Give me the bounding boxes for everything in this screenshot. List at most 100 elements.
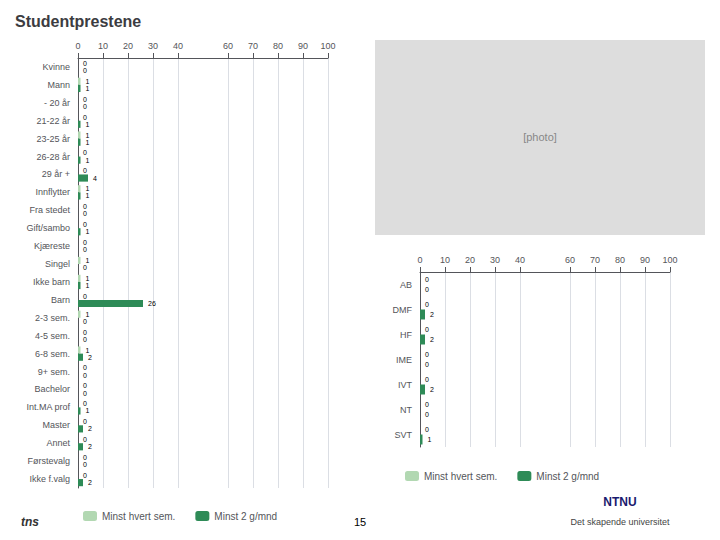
svg-text:40: 40 <box>515 255 525 265</box>
svg-text:90: 90 <box>298 41 308 51</box>
svg-text:0: 0 <box>83 114 87 121</box>
svg-text:2: 2 <box>88 425 92 432</box>
svg-text:21-22 år: 21-22 år <box>36 116 70 126</box>
svg-text:0: 0 <box>425 426 429 433</box>
svg-text:2: 2 <box>88 443 92 450</box>
svg-text:2: 2 <box>430 386 434 393</box>
svg-text:Minst 2 g/mnd: Minst 2 g/mnd <box>536 471 599 482</box>
svg-text:0: 0 <box>425 411 429 418</box>
svg-text:70: 70 <box>590 255 600 265</box>
svg-text:0: 0 <box>83 390 87 397</box>
svg-text:29 år +: 29 år + <box>42 169 70 179</box>
svg-text:Minst hvert sem.: Minst hvert sem. <box>102 511 175 522</box>
svg-text:0: 0 <box>83 318 87 325</box>
svg-text:10: 10 <box>440 255 450 265</box>
svg-text:26: 26 <box>148 300 156 307</box>
svg-text:Barn: Barn <box>51 295 70 305</box>
svg-text:0: 0 <box>83 203 87 210</box>
svg-text:Minst 2 g/mnd: Minst 2 g/mnd <box>214 511 277 522</box>
svg-text:0: 0 <box>83 400 87 407</box>
svg-text:Ikke f.valg: Ikke f.valg <box>29 474 70 484</box>
svg-text:100: 100 <box>662 255 677 265</box>
svg-text:0: 0 <box>83 246 87 253</box>
svg-text:1: 1 <box>86 85 90 92</box>
svg-text:NT: NT <box>400 405 412 415</box>
svg-text:40: 40 <box>173 41 183 51</box>
svg-text:2: 2 <box>430 311 434 318</box>
svg-text:1: 1 <box>86 257 90 264</box>
svg-text:tns: tns <box>21 515 39 529</box>
svg-text:80: 80 <box>273 41 283 51</box>
svg-text:Ikke barn: Ikke barn <box>33 277 70 287</box>
svg-text:Det skapende universitet: Det skapende universitet <box>570 517 670 527</box>
svg-text:1: 1 <box>86 121 90 128</box>
svg-text:26-28 år: 26-28 år <box>36 152 70 162</box>
svg-text:NTNU: NTNU <box>603 495 636 509</box>
svg-text:0: 0 <box>83 364 87 371</box>
svg-text:1: 1 <box>86 139 90 146</box>
svg-text:15: 15 <box>354 516 366 528</box>
svg-text:Førstevalg: Førstevalg <box>27 456 70 466</box>
svg-text:IVT: IVT <box>398 380 413 390</box>
svg-text:0: 0 <box>83 436 87 443</box>
svg-text:0: 0 <box>83 382 87 389</box>
svg-text:Annet: Annet <box>46 438 70 448</box>
svg-text:0: 0 <box>83 329 87 336</box>
svg-text:0: 0 <box>83 293 87 300</box>
svg-text:6-8 sem.: 6-8 sem. <box>35 349 70 359</box>
svg-text:0: 0 <box>83 221 87 228</box>
svg-text:20: 20 <box>123 41 133 51</box>
svg-text:0: 0 <box>425 351 429 358</box>
svg-text:1: 1 <box>86 157 90 164</box>
svg-text:4-5 sem.: 4-5 sem. <box>35 331 70 341</box>
svg-text:0: 0 <box>83 67 87 74</box>
svg-text:20: 20 <box>465 255 475 265</box>
svg-text:Bachelor: Bachelor <box>34 384 70 394</box>
svg-text:100: 100 <box>320 41 335 51</box>
svg-text:9+ sem.: 9+ sem. <box>38 367 70 377</box>
svg-text:1: 1 <box>86 132 90 139</box>
svg-text:30: 30 <box>148 41 158 51</box>
svg-text:1: 1 <box>86 347 90 354</box>
svg-text:1: 1 <box>86 275 90 282</box>
svg-text:90: 90 <box>640 255 650 265</box>
svg-text:2: 2 <box>88 354 92 361</box>
svg-text:SVT: SVT <box>394 430 412 440</box>
svg-text:0: 0 <box>83 149 87 156</box>
svg-text:HF: HF <box>400 330 412 340</box>
svg-text:1: 1 <box>86 185 90 192</box>
svg-text:0: 0 <box>83 264 87 271</box>
svg-text:60: 60 <box>565 255 575 265</box>
svg-text:4: 4 <box>93 175 97 182</box>
svg-text:0: 0 <box>417 255 422 265</box>
svg-text:1: 1 <box>86 407 90 414</box>
svg-text:0: 0 <box>83 418 87 425</box>
svg-text:0: 0 <box>83 60 87 67</box>
svg-text:0: 0 <box>83 372 87 379</box>
svg-text:0: 0 <box>83 454 87 461</box>
svg-text:0: 0 <box>83 210 87 217</box>
svg-text:0: 0 <box>83 336 87 343</box>
svg-text:0: 0 <box>83 96 87 103</box>
svg-text:23-25 år: 23-25 år <box>36 134 70 144</box>
svg-text:Minst hvert sem.: Minst hvert sem. <box>424 471 497 482</box>
svg-text:Mann: Mann <box>47 80 70 90</box>
svg-text:0: 0 <box>425 376 429 383</box>
svg-text:Innflytter: Innflytter <box>35 187 70 197</box>
svg-text:0: 0 <box>83 239 87 246</box>
svg-text:0: 0 <box>425 301 429 308</box>
svg-text:- 20 år: - 20 år <box>44 98 70 108</box>
svg-text:Kjæreste: Kjæreste <box>34 241 70 251</box>
svg-text:60: 60 <box>223 41 233 51</box>
svg-text:1: 1 <box>428 436 432 443</box>
svg-text:Studentprestene: Studentprestene <box>15 13 141 30</box>
svg-text:1: 1 <box>86 282 90 289</box>
svg-text:80: 80 <box>615 255 625 265</box>
svg-text:Fra stedet: Fra stedet <box>29 205 70 215</box>
svg-text:1: 1 <box>86 192 90 199</box>
svg-text:10: 10 <box>98 41 108 51</box>
svg-text:AB: AB <box>400 280 412 290</box>
svg-text:0: 0 <box>83 472 87 479</box>
svg-text:2: 2 <box>88 479 92 486</box>
svg-text:2: 2 <box>430 336 434 343</box>
